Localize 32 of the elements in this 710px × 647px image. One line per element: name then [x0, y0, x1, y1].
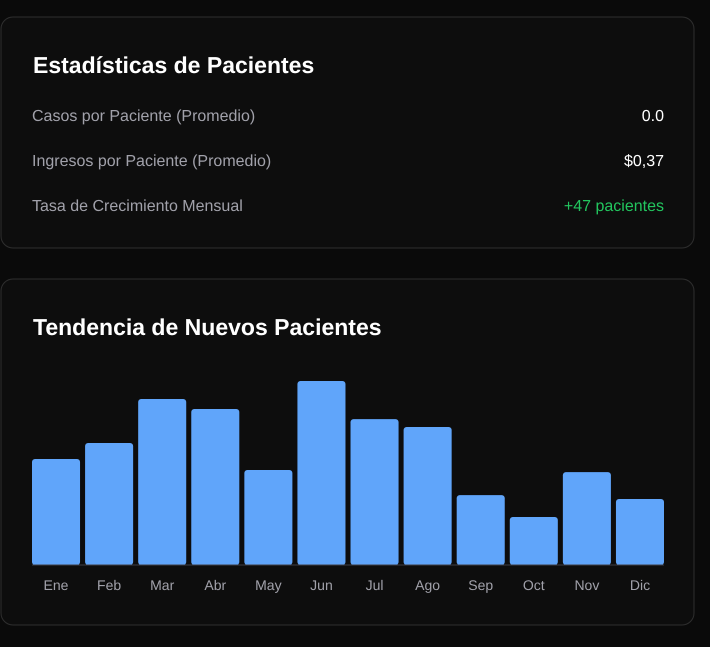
x-tick-label: Oct — [522, 577, 545, 593]
text: Estadísticas de Pacientes — [33, 52, 314, 78]
x-tick-label: Abr — [204, 577, 227, 593]
bar — [297, 381, 346, 565]
bar — [562, 472, 611, 565]
x-tick-label: May — [255, 577, 282, 593]
bar — [85, 443, 134, 565]
text: 0.0 — [642, 108, 664, 125]
text: Ingresos por Paciente (Promedio) — [32, 153, 272, 170]
bar — [191, 408, 240, 565]
bar — [32, 459, 80, 565]
bar — [510, 516, 558, 565]
bar — [404, 427, 452, 565]
x-tick-label: Dic — [630, 577, 650, 593]
bar — [244, 470, 292, 565]
x-tick-label: Jun — [310, 577, 333, 593]
x-tick-label: Mar — [150, 577, 175, 593]
text: Tasa de Crecimiento Mensual — [32, 198, 243, 215]
x-tick-label: Feb — [97, 577, 122, 593]
bar — [456, 495, 505, 565]
text: $0,37 — [624, 153, 664, 170]
text: +47 pacientes — [564, 198, 664, 215]
bar — [350, 419, 399, 565]
bar — [616, 498, 664, 565]
x-tick-label: Ene — [44, 577, 69, 593]
bar — [138, 399, 186, 565]
x-tick-label: Nov — [574, 577, 600, 593]
text: Casos por Paciente (Promedio) — [32, 108, 256, 125]
chart-title: Tendencia de Nuevos Pacientes — [33, 314, 382, 340]
x-tick-label: Jul — [366, 577, 384, 593]
x-tick-label: Ago — [415, 577, 440, 593]
x-tick-label: Sep — [468, 577, 494, 593]
